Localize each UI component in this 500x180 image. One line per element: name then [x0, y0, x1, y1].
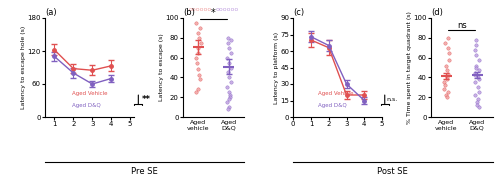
Text: Post SE: Post SE: [378, 167, 408, 176]
Point: [194, 31, 202, 34]
Y-axis label: Latency to escape (s): Latency to escape (s): [158, 34, 164, 101]
Point: [225, 91, 233, 94]
Point: [196, 78, 203, 81]
Point: [442, 64, 450, 67]
Point: [444, 73, 452, 76]
Text: **: **: [142, 95, 151, 104]
Point: [226, 61, 234, 64]
Point: [222, 56, 230, 59]
Point: [224, 36, 232, 39]
Point: [443, 76, 451, 79]
Point: [474, 91, 482, 94]
Point: [192, 91, 200, 94]
Point: [476, 58, 484, 61]
Point: [442, 84, 450, 87]
Text: (d): (d): [431, 8, 443, 17]
Point: [441, 41, 449, 44]
Text: Aged D&Q: Aged D&Q: [318, 103, 347, 108]
Point: [227, 66, 235, 69]
Point: [227, 81, 235, 84]
Text: Pre SE: Pre SE: [132, 167, 158, 176]
Y-axis label: Latency to platform (s): Latency to platform (s): [274, 31, 278, 104]
Point: [474, 76, 482, 79]
Point: [443, 96, 451, 99]
Point: [223, 86, 231, 89]
Point: [225, 106, 233, 109]
Point: [196, 41, 204, 44]
Point: [471, 94, 479, 97]
Text: n.s.: n.s.: [386, 97, 398, 102]
Point: [443, 69, 451, 72]
Point: [472, 66, 480, 69]
Point: [444, 46, 452, 49]
Point: [444, 91, 452, 94]
Point: [440, 81, 448, 84]
Point: [473, 101, 481, 104]
Point: [473, 104, 481, 107]
Point: [472, 64, 480, 67]
Point: [225, 98, 233, 101]
Text: Aged Vehicle: Aged Vehicle: [318, 91, 354, 96]
Point: [470, 48, 478, 51]
Text: oooooo: oooooo: [188, 7, 212, 12]
Point: [196, 36, 203, 39]
Point: [224, 46, 232, 49]
Point: [440, 88, 448, 91]
Point: [226, 94, 234, 97]
Text: Aged Vehicle: Aged Vehicle: [72, 91, 107, 96]
Y-axis label: % Time spent in target quadrant (s): % Time spent in target quadrant (s): [407, 11, 412, 124]
Point: [475, 78, 483, 81]
Point: [227, 51, 235, 54]
Point: [471, 72, 479, 75]
Text: (c): (c): [293, 8, 304, 17]
Text: oooooo: oooooo: [216, 7, 238, 12]
Point: [192, 22, 200, 24]
Point: [194, 46, 202, 49]
Point: [193, 61, 201, 64]
Point: [474, 86, 482, 89]
Point: [474, 98, 482, 101]
Text: *: *: [211, 8, 216, 18]
Point: [196, 26, 203, 29]
Y-axis label: Latency to escape hole (s): Latency to escape hole (s): [21, 26, 26, 109]
Point: [442, 94, 450, 97]
Point: [470, 81, 478, 84]
Point: [226, 96, 234, 99]
Point: [472, 43, 480, 46]
Point: [194, 68, 202, 71]
Point: [471, 74, 479, 77]
Point: [475, 69, 483, 72]
Point: [195, 74, 203, 77]
Point: [472, 53, 480, 56]
Point: [444, 78, 452, 81]
Point: [192, 56, 200, 59]
Point: [444, 36, 452, 39]
Text: ns: ns: [457, 21, 466, 30]
Point: [224, 41, 232, 44]
Text: Aged D&Q: Aged D&Q: [72, 103, 101, 108]
Text: (a): (a): [45, 8, 56, 17]
Point: [224, 108, 232, 111]
Point: [227, 38, 235, 41]
Point: [472, 38, 480, 41]
Point: [194, 51, 202, 54]
Text: (b): (b): [183, 8, 194, 17]
Point: [225, 76, 233, 79]
Point: [444, 58, 452, 61]
Point: [444, 51, 452, 54]
Point: [476, 106, 484, 109]
Point: [224, 101, 232, 104]
Point: [194, 88, 202, 91]
Point: [224, 71, 232, 74]
